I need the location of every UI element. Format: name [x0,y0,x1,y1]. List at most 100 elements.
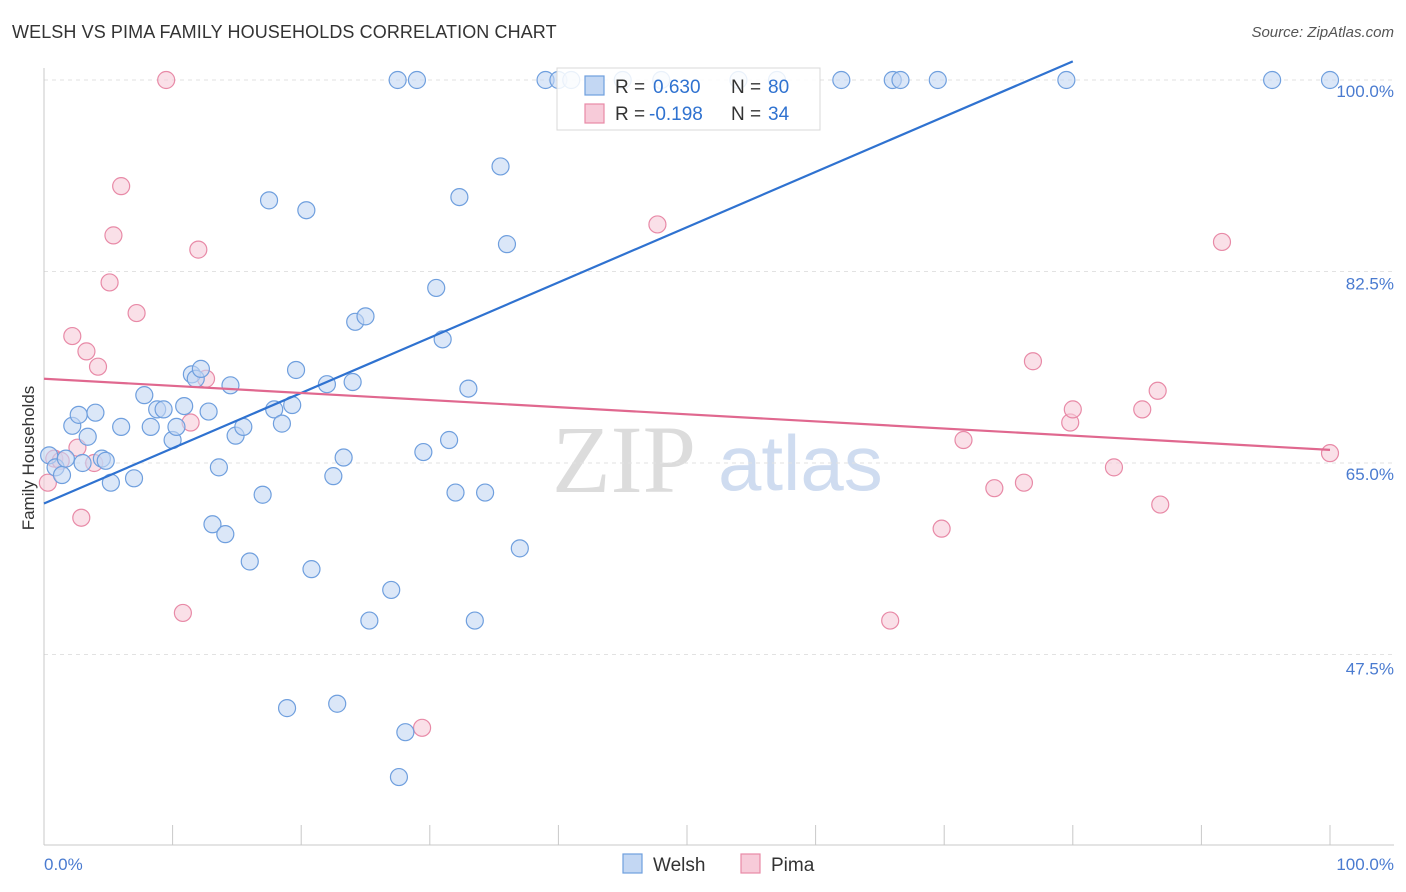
welsh-point [382,580,401,600]
welsh-point [272,414,292,433]
legend-welsh-r-value: 0.630 [653,77,701,98]
welsh-point [209,458,228,477]
welsh-point [388,70,407,90]
x-axis-ticks [43,825,1331,845]
watermark-zip: ZIP [552,406,696,513]
pima-point [1151,495,1170,514]
welsh-point [497,235,517,254]
welsh-point [414,442,433,462]
y-tick-label: 82.5% [1346,275,1394,294]
pima-point [88,357,108,376]
x-tick-label-max: 100.0% [1336,855,1394,874]
welsh-point [199,402,218,421]
welsh-point [259,191,279,210]
welsh-point [433,330,452,349]
welsh-point [324,467,343,486]
welsh-point [427,278,446,298]
welsh-point [277,699,297,718]
welsh-point [141,417,160,436]
legend-swatch-pima [584,103,605,124]
pima-point [1148,381,1167,400]
legend-welsh-n-value: 80 [768,77,789,98]
welsh-point [135,386,154,405]
welsh-point [124,469,144,488]
welsh-point [175,396,194,416]
welsh-point [439,430,459,450]
bottom-legend: Welsh Pima [622,853,815,876]
pima-point [77,342,96,361]
x-tick-label-min: 0.0% [44,855,83,874]
pima-point [100,273,119,292]
legend-pima-n-value: 34 [768,104,790,125]
welsh-point [396,723,415,742]
welsh-trend-line [43,60,1074,505]
y-axis-label: Family Households [19,386,38,531]
legend-welsh-n-label: N = [731,77,761,98]
pima-point [1104,458,1124,477]
pima-point [127,303,146,323]
welsh-point [465,611,484,630]
bottom-legend-swatch-pima [740,853,761,874]
pima-point [932,519,951,538]
welsh-point [356,307,375,326]
welsh-point [56,449,75,468]
welsh-point [253,485,272,504]
pima-point [112,177,131,196]
welsh-point [1057,70,1076,90]
welsh-point [459,379,478,398]
welsh-point [407,70,427,90]
welsh-point [475,483,495,502]
bottom-legend-swatch-welsh [622,853,643,874]
welsh-point [928,70,947,90]
welsh-point [446,483,465,502]
y-tick-label: 100.0% [1336,82,1394,101]
pima-point [1014,473,1034,492]
welsh-point [240,552,259,571]
welsh-point [73,453,92,473]
welsh-point [191,359,210,378]
welsh-point [297,201,316,220]
y-tick-labels: 100.0% 82.5% 65.0% 47.5% [1336,82,1394,679]
pima-point [63,326,82,346]
welsh-point [154,400,173,419]
welsh-point [328,694,347,713]
bottom-legend-pima: Pima [771,855,815,876]
pima-point [412,718,432,737]
welsh-point [221,376,240,395]
welsh-point [167,417,186,436]
pima-point [38,473,57,492]
welsh-point [69,405,88,424]
pima-point [173,603,192,623]
pima-point [189,240,208,259]
pima-point [157,70,176,90]
pima-point [954,430,973,450]
legend-pima-r-value: -0.198 [649,104,703,125]
pima-point [648,215,667,234]
welsh-point [343,372,362,392]
top-legend: R = 0.630 N = 80 R = -0.198 N = 34 [556,67,821,131]
welsh-point [203,515,222,534]
pima-point [1023,352,1043,371]
welsh-point [891,70,910,90]
legend-swatch-welsh [584,75,605,96]
welsh-point [52,465,72,485]
welsh-point [510,539,529,558]
pima-point [985,479,1004,498]
pima-point [1320,444,1340,463]
pima-point [72,508,91,527]
welsh-point [334,448,353,467]
bottom-legend-welsh: Welsh [653,855,705,876]
welsh-point [302,560,321,579]
pima-point [1063,400,1082,419]
welsh-point [78,427,97,446]
source-label: Source: ZipAtlas.com [1251,24,1394,41]
chart-title: WELSH VS PIMA FAMILY HOUSEHOLDS CORRELAT… [12,22,557,42]
welsh-point [360,611,379,630]
welsh-point [450,187,469,207]
welsh-point [1263,70,1282,90]
welsh-point [832,70,851,90]
welsh-point [96,451,115,470]
welsh-point [491,157,510,176]
welsh-point [1320,70,1340,90]
